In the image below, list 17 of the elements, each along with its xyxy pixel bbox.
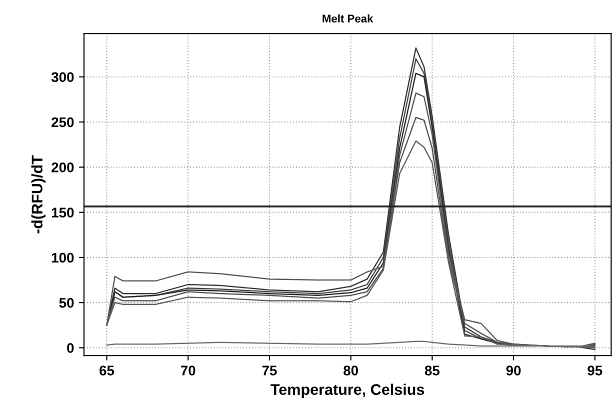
x-tick-label: 80: [344, 366, 358, 376]
x-tick-label: 85: [424, 366, 440, 376]
x-tick-label: 90: [506, 366, 521, 376]
y-tick-label: 0: [67, 343, 74, 353]
y-tick-label: 100: [52, 252, 74, 263]
y-tick-label: 300: [51, 72, 74, 82]
x-axis-title: Temperature, Celsius: [270, 384, 424, 398]
y-axis-title: -d(RFU)/dT: [31, 155, 46, 234]
y-tick-label: 200: [52, 162, 74, 172]
chart-title: Melt Peak: [322, 14, 374, 23]
x-tick-label: 70: [180, 366, 196, 376]
x-tick-label: 95: [588, 366, 602, 376]
y-tick-label: 250: [52, 117, 74, 128]
y-tick-label: 150: [52, 208, 74, 218]
y-tick-label: 50: [59, 298, 74, 308]
x-tick-label: 65: [100, 366, 114, 376]
x-tick-label: 75: [262, 366, 277, 376]
